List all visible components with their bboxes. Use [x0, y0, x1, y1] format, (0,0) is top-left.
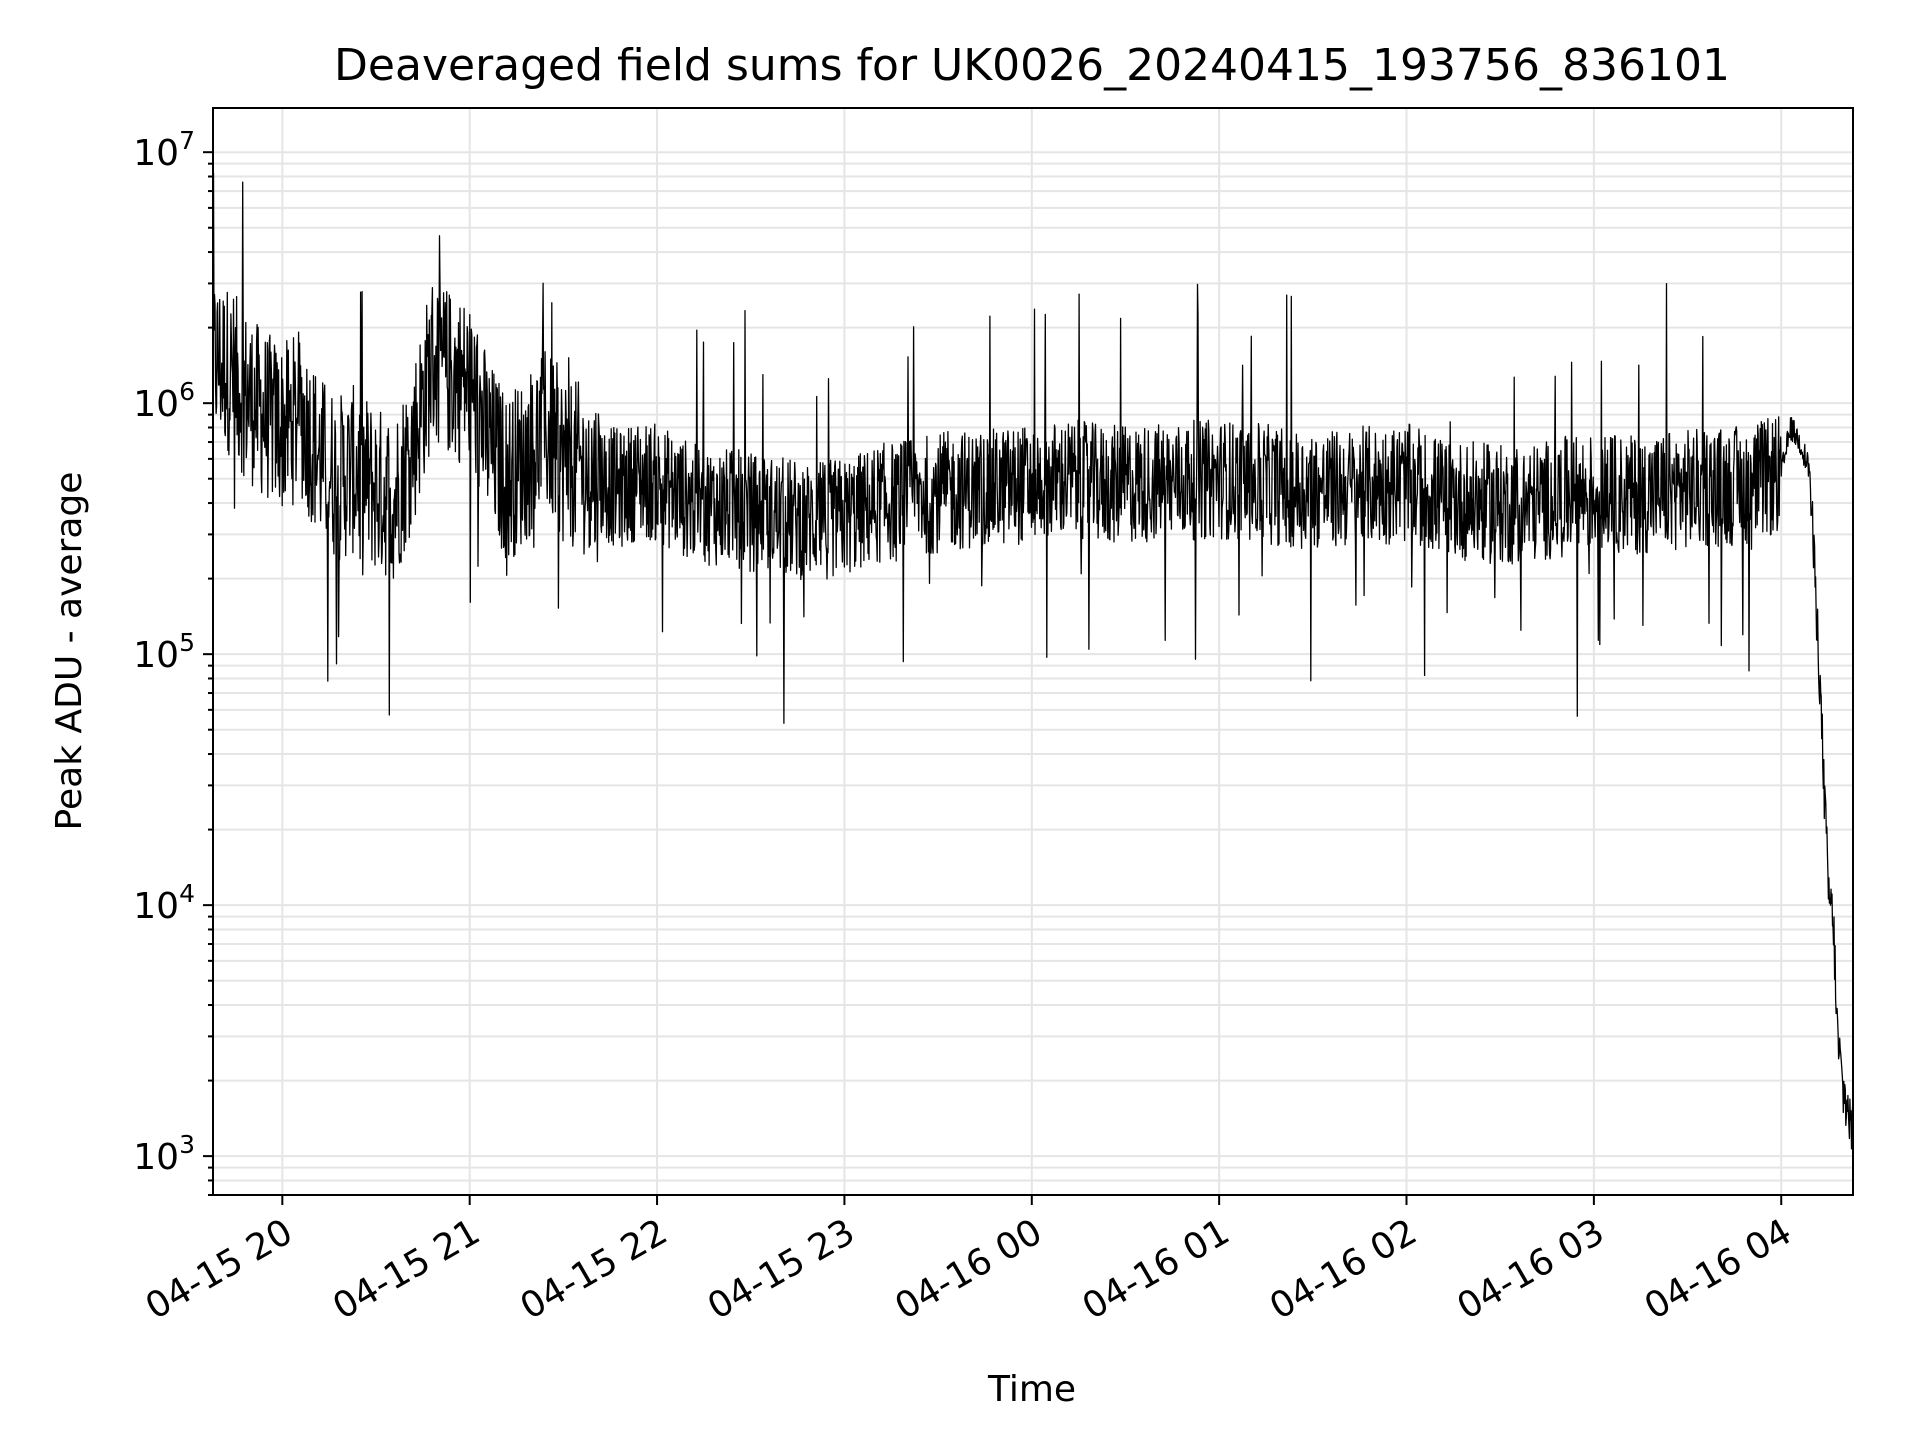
x-axis-label: Time — [987, 1369, 1076, 1410]
plot-frame — [212, 107, 1854, 1196]
y-tick-label: 103 — [133, 1130, 195, 1178]
series-line — [212, 171, 1854, 1150]
chart-title: Deaveraged field sums for UK0026_2024041… — [334, 40, 1730, 91]
y-tick-label: 107 — [133, 126, 195, 174]
y-tick-label: 105 — [133, 628, 195, 676]
y-axis: 103 104 105 106 107 — [133, 126, 213, 1196]
y-axis-label: Peak ADU - average — [49, 472, 90, 831]
y-tick-label: 106 — [133, 377, 195, 425]
series-layer — [212, 171, 1854, 1150]
grid — [213, 108, 1853, 1196]
y-tick-label: 104 — [133, 879, 195, 927]
